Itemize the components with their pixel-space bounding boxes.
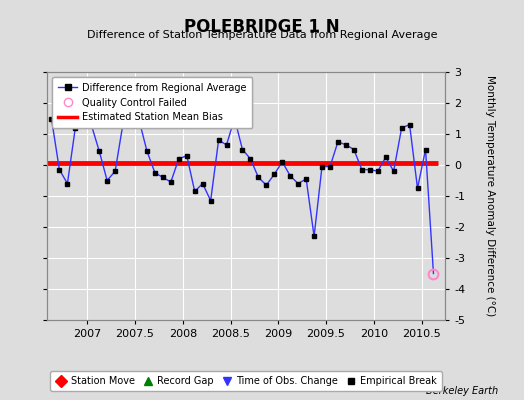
- Text: Difference of Station Temperature Data from Regional Average: Difference of Station Temperature Data f…: [87, 30, 437, 40]
- Text: Berkeley Earth: Berkeley Earth: [425, 386, 498, 396]
- Legend: Station Move, Record Gap, Time of Obs. Change, Empirical Break: Station Move, Record Gap, Time of Obs. C…: [50, 372, 442, 391]
- Text: POLEBRIDGE 1 N: POLEBRIDGE 1 N: [184, 18, 340, 36]
- Y-axis label: Monthly Temperature Anomaly Difference (°C): Monthly Temperature Anomaly Difference (…: [485, 75, 495, 317]
- Legend: Difference from Regional Average, Quality Control Failed, Estimated Station Mean: Difference from Regional Average, Qualit…: [52, 77, 253, 128]
